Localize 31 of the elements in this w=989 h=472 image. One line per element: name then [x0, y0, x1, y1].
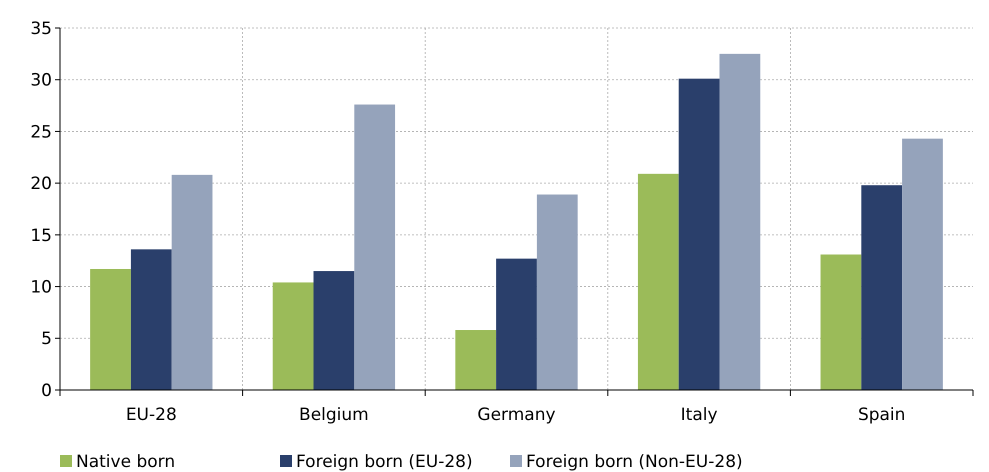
bar: [902, 138, 943, 390]
bar: [314, 271, 354, 390]
y-tick-label: 25: [30, 122, 52, 142]
bar: [536, 194, 578, 390]
bar: [130, 249, 172, 390]
bar: [354, 104, 396, 390]
x-tick-label: Belgium: [299, 405, 369, 425]
y-tick-label: 10: [30, 278, 52, 298]
bar: [496, 258, 537, 390]
bar: [678, 78, 720, 390]
x-tick-label: EU-28: [126, 405, 177, 425]
x-tick-label: Spain: [858, 405, 906, 425]
legend-label: Foreign born (Non-EU-28): [526, 452, 743, 472]
bar: [455, 330, 496, 390]
bar: [90, 268, 131, 390]
x-tick-label: Italy: [680, 405, 718, 425]
bar: [638, 174, 679, 390]
y-tick-label: 5: [41, 329, 52, 350]
y-tick-label: 35: [30, 18, 52, 39]
y-tick-label: 0: [41, 380, 52, 401]
x-tick-label: Germany: [477, 405, 556, 425]
bar: [719, 54, 760, 390]
y-tick-label: 20: [30, 174, 52, 194]
legend-label: Native born: [76, 452, 176, 472]
bar: [820, 254, 862, 390]
bar: [272, 282, 314, 390]
y-tick-label: 15: [30, 226, 52, 246]
legend-label: Foreign born (EU-28): [296, 452, 473, 472]
bar: [861, 185, 902, 390]
bar: [172, 174, 212, 390]
y-tick-label: 30: [30, 70, 52, 91]
